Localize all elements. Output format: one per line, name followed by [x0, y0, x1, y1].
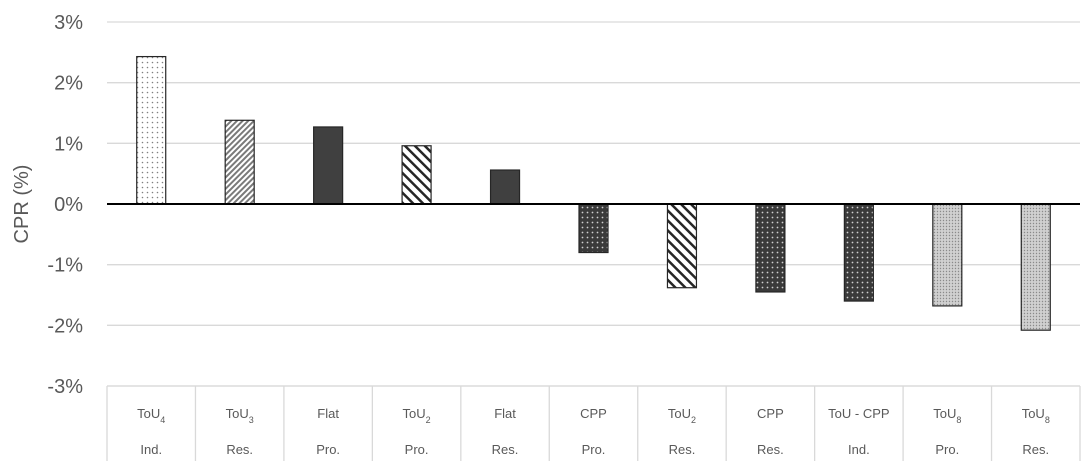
- category-segment-label: Res.: [492, 442, 519, 457]
- category-segment-label: Res.: [1022, 442, 1049, 457]
- category-tariff-subscript: 2: [426, 415, 431, 425]
- category-tariff-label: CPP: [580, 406, 607, 421]
- category-tariff-subscript: 8: [1045, 415, 1050, 425]
- bars: [136, 55, 1051, 331]
- category-tariff-subscript: 4: [160, 415, 165, 425]
- category-tariff-label: ToU8: [1022, 406, 1050, 425]
- bar: [1020, 203, 1051, 331]
- category-axis: ToU4 Ind. ToU3 Res. Flat Pro. ToU2 Pro. Flat Res.…: [106, 385, 1081, 461]
- y-tick-label: 0%: [54, 194, 83, 216]
- category-segment-label: Res.: [669, 442, 696, 457]
- category-tariff-subscript: 2: [691, 415, 696, 425]
- y-axis-tick-labels: 3% 2% 1% 0% -1% -2% -3%: [47, 12, 83, 398]
- bar: [755, 203, 786, 293]
- category-segment-label: Ind.: [140, 442, 162, 457]
- bar: [932, 203, 963, 307]
- bar: [401, 145, 432, 205]
- category-segment-label: Res.: [757, 442, 784, 457]
- y-tick-label: -3%: [47, 376, 83, 398]
- category-tariff-label: ToU3: [226, 406, 254, 425]
- bar: [224, 119, 255, 205]
- category-tariff-label: ToU8: [933, 406, 961, 425]
- category-segment-label: Pro.: [935, 442, 959, 457]
- category-tariff-label: ToU4: [137, 406, 165, 425]
- bar: [489, 169, 521, 205]
- category-tariff-subscript: 8: [956, 415, 961, 425]
- bar: [313, 126, 344, 205]
- category-tariff-label: CPP: [757, 406, 784, 421]
- bar: [136, 55, 167, 205]
- y-axis-label: CPR (%): [11, 165, 33, 244]
- y-tick-label: -2%: [47, 315, 83, 337]
- y-tick-label: 3%: [54, 12, 83, 34]
- bar: [578, 203, 609, 254]
- category-tariff-label: ToU - CPP: [828, 406, 889, 421]
- category-segment-label: Res.: [226, 442, 253, 457]
- category-tariff-subscript: 3: [249, 415, 254, 425]
- category-segment-label: Pro.: [316, 442, 340, 457]
- bar: [666, 203, 698, 289]
- y-tick-label: -1%: [47, 255, 83, 277]
- category-tariff-label: ToU2: [403, 406, 431, 425]
- y-tick-label: 2%: [54, 73, 83, 95]
- category-segment-label: Ind.: [848, 442, 870, 457]
- category-segment-label: Pro.: [582, 442, 606, 457]
- category-tariff-label: ToU2: [668, 406, 696, 425]
- category-tariff-label: Flat: [494, 406, 516, 421]
- y-tick-label: 1%: [54, 133, 83, 155]
- category-segment-label: Pro.: [405, 442, 429, 457]
- bar: [843, 203, 874, 302]
- category-tariff-label: Flat: [317, 406, 339, 421]
